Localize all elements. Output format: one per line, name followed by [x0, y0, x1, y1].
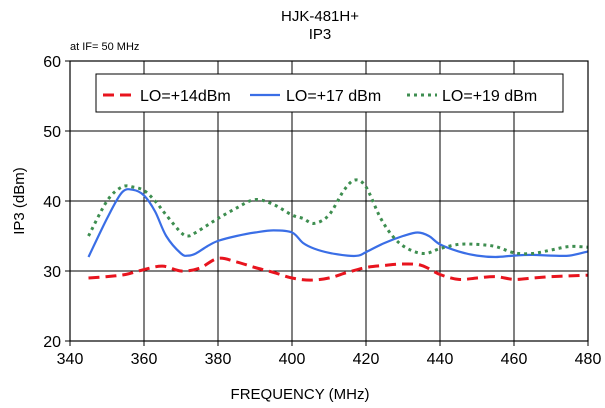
x-tick-label: 360: [131, 351, 158, 368]
chart-annotation: at IF= 50 MHz: [70, 41, 139, 53]
series-line-lo17: [87, 188, 589, 259]
series-line-lo14: [88, 256, 589, 282]
legend-label-lo19: LO=+19 dBm: [442, 88, 537, 105]
x-tick-label: 440: [427, 351, 454, 368]
legend-label-lo17: LO=+17 dBm: [286, 88, 381, 105]
chart-subtitle: IP3: [309, 26, 332, 43]
series-line-lo19: [87, 178, 589, 256]
y-tick-label: 50: [43, 124, 61, 141]
x-tick-label: 460: [501, 351, 528, 368]
series-layer: [87, 178, 589, 282]
x-axis-label: FREQUENCY (MHz): [231, 386, 370, 403]
x-tick-label: 420: [353, 351, 380, 368]
y-tick-label: 60: [43, 54, 61, 71]
x-tick-label: 400: [279, 351, 306, 368]
tick-labels: 20 30 40 50 60 340 360 380 400 420 440 460 480: [43, 54, 601, 368]
legend-label-lo14: LO=+14dBm: [140, 88, 231, 105]
y-tick-label: 40: [43, 194, 61, 211]
x-tick-label: 480: [575, 351, 602, 368]
y-tick-label: 20: [43, 334, 61, 351]
x-tick-label: 340: [57, 351, 84, 368]
y-axis-label: IP3 (dBm): [11, 167, 28, 235]
chart-title: HJK-481H+: [281, 8, 359, 25]
x-tick-label: 380: [205, 351, 232, 368]
legend: LO=+14dBm LO=+17 dBm LO=+19 dBm: [95, 73, 564, 113]
y-tick-label: 30: [43, 264, 61, 281]
legend-box: [95, 73, 564, 113]
